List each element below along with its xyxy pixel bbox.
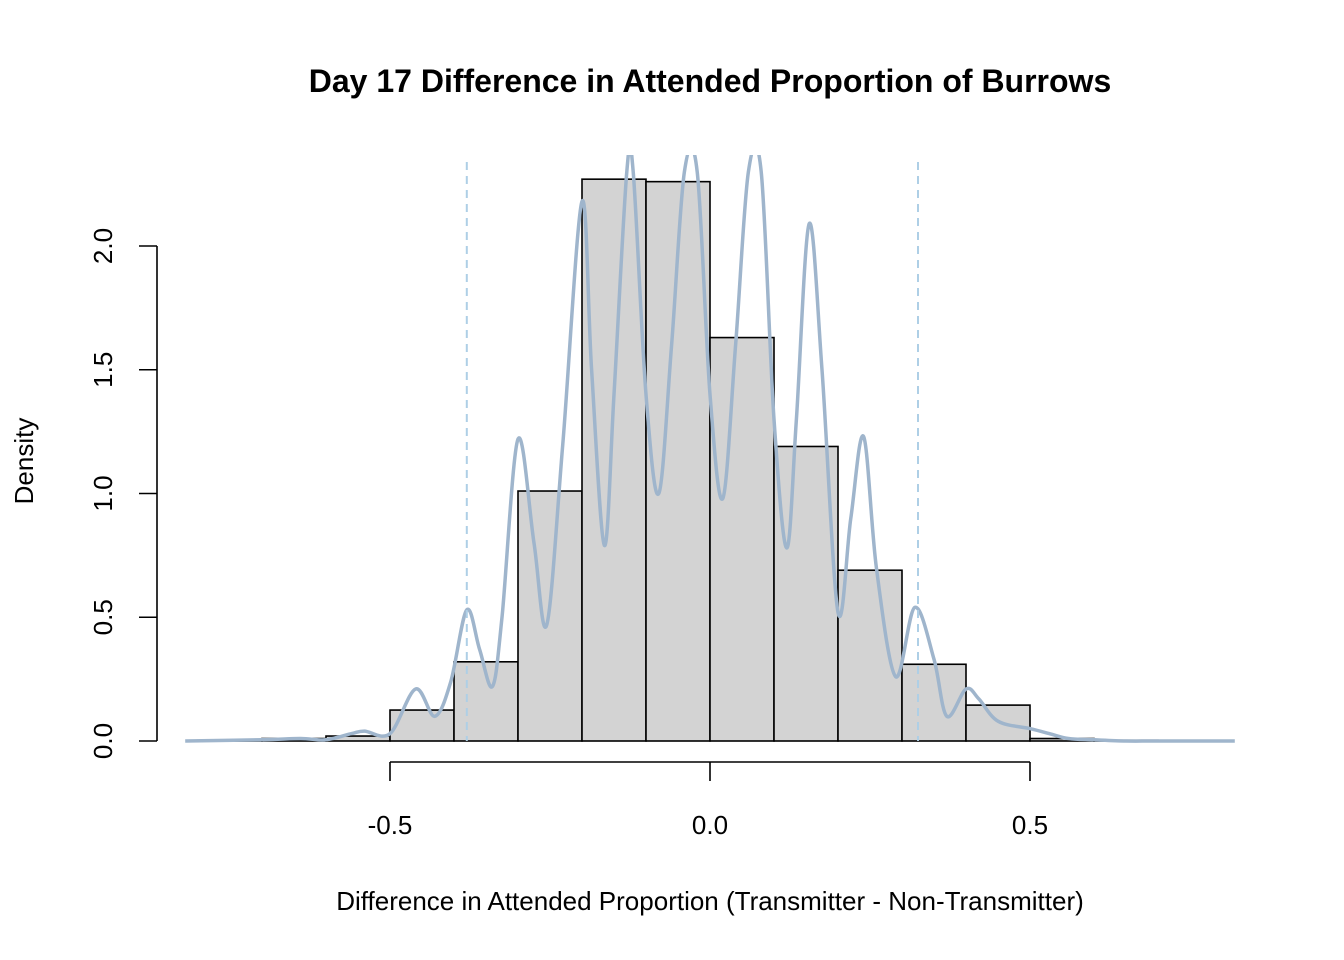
- histogram-bar: [773, 445, 839, 742]
- x-tick-label: 0.0: [692, 810, 728, 840]
- histogram-bar: [837, 569, 903, 742]
- density-curve: [185, 155, 1235, 743]
- y-tick-label: 1.0: [88, 475, 118, 511]
- x-tick-label: -0.5: [368, 810, 413, 840]
- chart-title: Day 17 Difference in Attended Proportion…: [309, 63, 1111, 99]
- y-tick-label: 0.5: [88, 599, 118, 635]
- x-axis-title: Difference in Attended Proportion (Trans…: [336, 886, 1084, 916]
- histogram-bar: [901, 663, 967, 742]
- bars-layer: [197, 178, 1159, 742]
- histogram-bar: [453, 660, 519, 742]
- y-tick-label: 2.0: [88, 228, 118, 264]
- histogram-bar: [709, 336, 775, 742]
- y-tick-label: 1.5: [88, 352, 118, 388]
- x-axis: -0.5 0.0 0.5: [368, 761, 1048, 840]
- histogram-bar: [581, 178, 647, 742]
- density-layer: [185, 155, 1235, 743]
- y-tick-label: 0.0: [88, 723, 118, 759]
- y-axis: 0.0 0.5 1.0 1.5 2.0: [88, 228, 158, 759]
- x-tick-label: 0.5: [1012, 810, 1048, 840]
- y-axis-title: Density: [9, 418, 39, 505]
- reference-lines-layer: [465, 162, 919, 741]
